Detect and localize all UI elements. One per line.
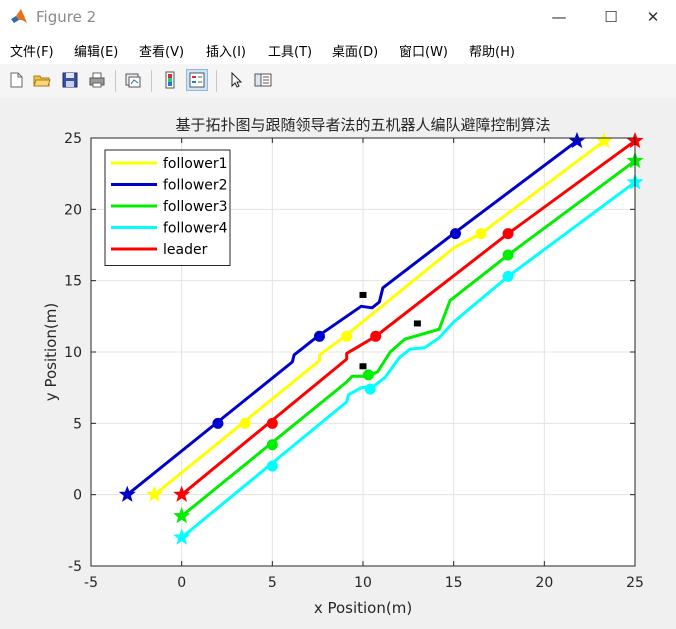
print-icon[interactable] bbox=[86, 69, 108, 91]
axis-ticks: -5 0 5 10 15 20 25 -5 0 5 10 15 20 25 bbox=[64, 131, 644, 591]
menu-desktop[interactable]: 桌面(D) bbox=[332, 45, 379, 60]
leader-marker bbox=[370, 330, 382, 342]
x-tick-label: 20 bbox=[535, 575, 553, 591]
legend-label: follower1 bbox=[163, 156, 228, 172]
legend-box bbox=[104, 149, 231, 266]
toolbar-separator bbox=[151, 70, 152, 92]
x-tick-label: 5 bbox=[268, 575, 277, 591]
menu-insert[interactable]: 插入(I) bbox=[206, 45, 246, 60]
leader-marker bbox=[266, 417, 278, 429]
follower4-start-star bbox=[173, 528, 191, 545]
y-tick-label: 0 bbox=[73, 488, 82, 504]
new-figure-icon[interactable] bbox=[5, 69, 27, 91]
close-button[interactable]: ✕ bbox=[646, 8, 660, 26]
follower2-marker bbox=[449, 228, 461, 240]
leader-line bbox=[180, 139, 636, 496]
follower4-marker bbox=[502, 270, 514, 282]
follower4-marker bbox=[364, 383, 376, 395]
property-editor-icon[interactable] bbox=[252, 69, 274, 91]
legend-label: follower3 bbox=[163, 199, 228, 215]
pointer-icon[interactable] bbox=[225, 69, 247, 91]
plot-area[interactable]: -5 0 5 10 15 20 25 -5 0 5 10 15 20 25 基于拓扑图与跟随领导者法的五机… bbox=[0, 98, 676, 624]
follower3-start-star bbox=[173, 507, 191, 524]
follower2-marker bbox=[212, 417, 224, 429]
y-axis-label: y Position(m) bbox=[42, 303, 60, 401]
colorbar-icon[interactable] bbox=[159, 69, 181, 91]
legend-label: leader bbox=[163, 242, 208, 258]
legend-label: follower4 bbox=[163, 221, 228, 237]
minimize-button[interactable]: — bbox=[551, 8, 567, 26]
follower2-start-star bbox=[118, 485, 136, 502]
save-icon[interactable] bbox=[59, 69, 81, 91]
maximize-button[interactable]: ☐ bbox=[604, 8, 618, 26]
x-tick-label: 25 bbox=[626, 575, 644, 591]
chart-title: 基于拓扑图与跟随领导者法的五机器人编队避障控制算法 bbox=[175, 116, 550, 134]
menu-help[interactable]: 帮助(H) bbox=[469, 45, 515, 60]
follower4-marker bbox=[266, 460, 278, 472]
menu-bar: 文件(F) 编辑(E) 查看(V) 插入(I) 工具(T) 桌面(D) 窗口(W… bbox=[0, 34, 676, 64]
leader-start-star bbox=[173, 485, 191, 502]
window-title: Figure 2 bbox=[36, 8, 97, 26]
x-tick-label: -5 bbox=[84, 575, 98, 591]
link-plot-icon[interactable] bbox=[122, 69, 144, 91]
follower3-line bbox=[180, 159, 636, 518]
x-tick-label: 10 bbox=[354, 575, 372, 591]
menu-edit[interactable]: 编辑(E) bbox=[74, 45, 119, 60]
menu-file[interactable]: 文件(F) bbox=[10, 45, 54, 60]
obstacle-marker bbox=[359, 363, 367, 370]
obstacle-marker bbox=[359, 291, 367, 298]
follower1-marker bbox=[239, 417, 251, 429]
follower1-marker bbox=[341, 330, 353, 342]
figure-canvas: -5 0 5 10 15 20 25 -5 0 5 10 15 20 25 基于拓扑图与跟随领导者法的五机… bbox=[0, 98, 676, 624]
window-title-bar: Figure 2 — ☐ ✕ bbox=[0, 0, 676, 34]
y-tick-label: 25 bbox=[64, 131, 82, 147]
follower2-marker bbox=[313, 330, 325, 342]
obstacle-marker bbox=[413, 320, 421, 327]
y-tick-label: 10 bbox=[64, 345, 82, 361]
y-tick-label: -5 bbox=[68, 559, 82, 575]
menu-tools[interactable]: 工具(T) bbox=[268, 45, 313, 60]
legend[interactable]: follower1 follower2 follower3 follower4 lead… bbox=[104, 149, 231, 266]
follower3-marker bbox=[266, 439, 278, 451]
figure-toolbar bbox=[0, 64, 676, 99]
matlab-app-icon bbox=[11, 9, 27, 23]
legend-label: follower2 bbox=[163, 178, 228, 194]
follower1-start-star bbox=[145, 485, 163, 502]
menu-view[interactable]: 查看(V) bbox=[139, 45, 185, 60]
legend-icon[interactable] bbox=[186, 69, 208, 91]
follower3-marker bbox=[362, 369, 374, 381]
follower2-line bbox=[126, 139, 578, 496]
follower1-end-star bbox=[595, 131, 613, 149]
x-tick-label: 15 bbox=[445, 575, 463, 591]
toolbar-separator bbox=[115, 70, 116, 92]
leader-marker bbox=[502, 228, 514, 240]
x-axis-label: x Position(m) bbox=[314, 599, 412, 617]
y-tick-label: 15 bbox=[64, 274, 82, 290]
follower3-marker bbox=[502, 249, 514, 261]
toolbar-separator bbox=[216, 70, 217, 92]
y-tick-label: 5 bbox=[73, 416, 82, 432]
obstacles bbox=[359, 291, 421, 370]
follower1-marker bbox=[475, 228, 487, 240]
y-tick-label: 20 bbox=[64, 202, 82, 218]
follower4-line bbox=[180, 180, 636, 539]
open-file-icon[interactable] bbox=[31, 69, 53, 91]
menu-window[interactable]: 窗口(W) bbox=[399, 45, 448, 60]
x-tick-label: 0 bbox=[177, 575, 186, 591]
follower2-end-star bbox=[568, 131, 586, 149]
